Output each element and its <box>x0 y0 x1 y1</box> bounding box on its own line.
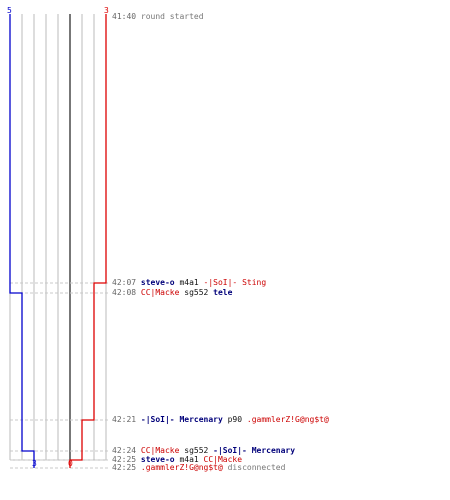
red-end-count: 0 <box>68 459 73 468</box>
event-text: sg552 <box>179 288 214 297</box>
event-time: 42:07 <box>112 278 141 287</box>
event-text: m4a1 <box>174 455 204 464</box>
event-text: -|SoI|- Mercenary <box>140 415 223 424</box>
event-text: CC|Macke <box>203 455 243 464</box>
event-time: 42:25 <box>112 455 141 464</box>
blue-start-count: 5 <box>7 6 12 15</box>
event-row: 41:40 round started <box>112 12 204 21</box>
red-start-count: 3 <box>104 6 109 15</box>
event-text: p90 <box>222 415 247 424</box>
blue-end-count: 3 <box>32 459 37 468</box>
event-text: .gammlerZ!G@ng$t@ <box>140 463 223 472</box>
event-text: sg552 <box>179 446 214 455</box>
event-text: -|SoI|- Mercenary <box>213 446 296 455</box>
event-time: 42:25 <box>112 463 141 472</box>
event-text: m4a1 <box>174 278 204 287</box>
event-time: 41:40 <box>112 12 141 21</box>
event-text: .gammlerZ!G@ng$t@ <box>246 415 329 424</box>
event-time: 42:21 <box>112 415 141 424</box>
red-team-step-line <box>69 14 107 468</box>
event-text: steve-o <box>140 455 175 464</box>
event-row: 42:08 CC|Macke sg552 tele <box>112 288 232 297</box>
event-text: CC|Macke <box>140 288 180 297</box>
event-row: 42:21 -|SoI|- Mercenary p90 .gammlerZ!G@… <box>112 415 329 424</box>
event-row: 42:25 steve-o m4a1 CC|Macke <box>112 455 242 464</box>
blue-team-step-line <box>9 14 35 468</box>
event-time: 42:24 <box>112 446 141 455</box>
event-text: steve-o <box>140 278 175 287</box>
event-row: 42:25 .gammlerZ!G@ng$t@ disconnected <box>112 463 285 472</box>
event-text: -|SoI|- Sting <box>203 278 267 287</box>
event-text: tele <box>213 288 233 297</box>
event-row: 42:24 CC|Macke sg552 -|SoI|- Mercenary <box>112 446 295 455</box>
event-time: 42:08 <box>112 288 141 297</box>
event-text: CC|Macke <box>140 446 180 455</box>
event-row: 42:07 steve-o m4a1 -|SoI|- Sting <box>112 278 266 287</box>
event-text: round started <box>140 12 204 21</box>
event-text: disconnected <box>222 463 286 472</box>
